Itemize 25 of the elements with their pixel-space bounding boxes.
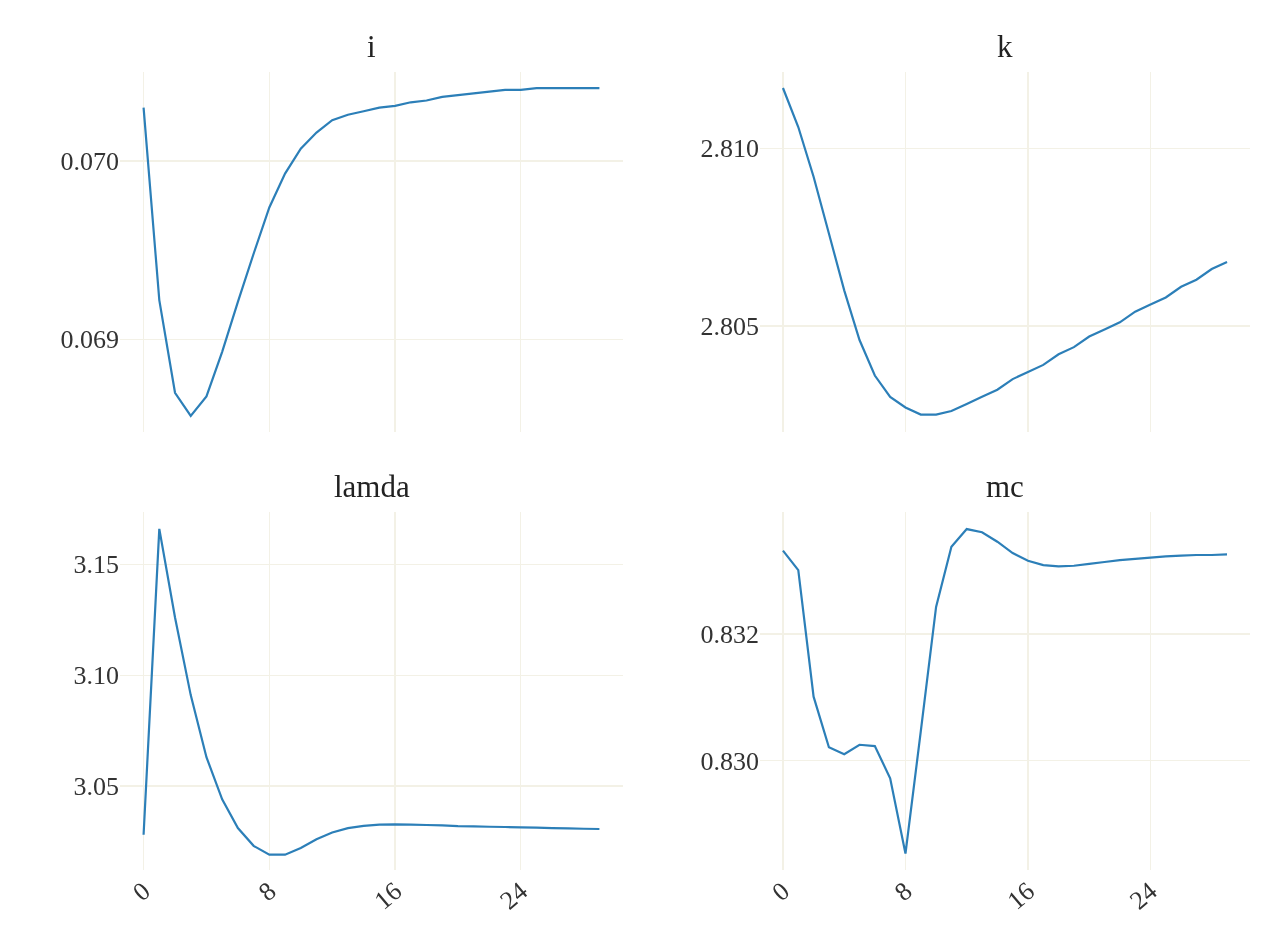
chart-title: k <box>997 29 1013 64</box>
y-tick-label: 3.10 <box>73 661 119 691</box>
y-tick-label: 0.070 <box>60 147 119 177</box>
chart-title: i <box>367 29 376 64</box>
y-tick-label: 2.805 <box>700 311 759 341</box>
line-series <box>142 86 601 418</box>
y-tick-label: 0.830 <box>700 746 759 776</box>
chart-title: lamda <box>334 469 410 504</box>
x-tick-label: 24 <box>1124 876 1163 916</box>
x-tick-label: 8 <box>889 876 918 907</box>
y-tick-label: 0.069 <box>60 325 119 355</box>
chart-title: mc <box>986 469 1024 504</box>
x-tick-label: 16 <box>1001 876 1041 916</box>
line-series <box>142 527 601 856</box>
x-tick-label: 16 <box>368 876 408 916</box>
y-tick-label: 3.15 <box>73 550 119 580</box>
x-tick-label: 24 <box>494 876 534 916</box>
y-tick-label: 2.810 <box>700 134 759 164</box>
line-series <box>781 86 1229 416</box>
x-tick-label: 0 <box>127 876 156 907</box>
y-tick-label: 3.05 <box>73 772 119 802</box>
line-series <box>781 527 1229 855</box>
y-tick-label: 0.832 <box>700 620 759 650</box>
x-tick-label: 0 <box>766 876 796 907</box>
x-tick-label: 8 <box>252 876 282 907</box>
